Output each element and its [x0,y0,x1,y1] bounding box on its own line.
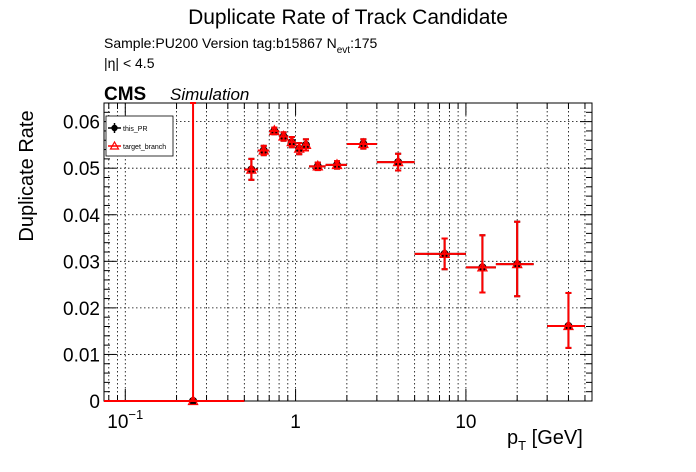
legend-entry-this-pr: this_PR [108,123,148,133]
eta-cut-label: |η| < 4.5 [104,55,155,71]
series-layer [104,102,585,406]
x-tick-label: 1 [290,412,301,433]
legend-label-target-branch: target_branch [123,144,166,151]
data-point [300,138,312,150]
legend-marker-target-branch [109,140,120,150]
plot-frame [103,102,593,402]
tick-layer: 0 0.01 0.02 0.03 0.04 0.05 0.06 10−1 1 10 [63,102,592,433]
y-tick-label: 0.02 [63,299,100,320]
y-tick-label: 0.03 [63,252,100,273]
data-point [277,130,290,141]
cms-sublabel: Simulation [170,85,249,104]
x-axis-label-sub: T [518,438,526,453]
y-tick-label: 0 [89,392,100,413]
data-point [187,394,199,406]
data-point [331,158,343,170]
data-point [268,124,280,136]
data-point [286,135,298,147]
x-tick-label: 10−1 [107,407,143,433]
series-target-branch [104,102,585,406]
grid-layer [104,103,592,402]
x-axis-label: pT [GeV] [507,427,583,453]
data-point [562,319,575,331]
cms-label: CMS [104,84,146,105]
subtitle-nevt-value: :175 [350,35,377,51]
x-tick-label: 10 [455,412,476,433]
subtitle-sample: Sample:PU200 Version tag:b15867 N [104,35,337,51]
data-point [245,163,257,174]
y-axis-label: Duplicate Rate [16,110,38,241]
y-tick-label: 0.06 [63,113,100,134]
y-tick-label: 0.01 [63,345,100,366]
data-point [312,159,324,171]
legend-entry-target-branch: target_branch [108,140,166,151]
chart-subtitle: Sample:PU200 Version tag:b15867 Nevt:175 [104,35,378,56]
y-tick-label: 0.04 [63,206,100,227]
subtitle-nevt-sub: evt [337,45,351,56]
x-axis-label-main: p [507,427,518,449]
legend-marker-this-pr [111,124,118,132]
y-tick-label: 0.05 [63,159,100,180]
legend-label-this-pr: this_PR [123,126,148,133]
data-point [476,260,488,272]
data-point [392,155,404,167]
data-point [258,144,270,155]
data-point [511,257,523,269]
x-axis-label-unit: [GeV] [526,427,583,449]
data-point [357,137,369,149]
chart-title: Duplicate Rate of Track Candidate [188,6,508,29]
legend: this_PR target_branch [105,115,174,157]
data-point [439,247,451,259]
